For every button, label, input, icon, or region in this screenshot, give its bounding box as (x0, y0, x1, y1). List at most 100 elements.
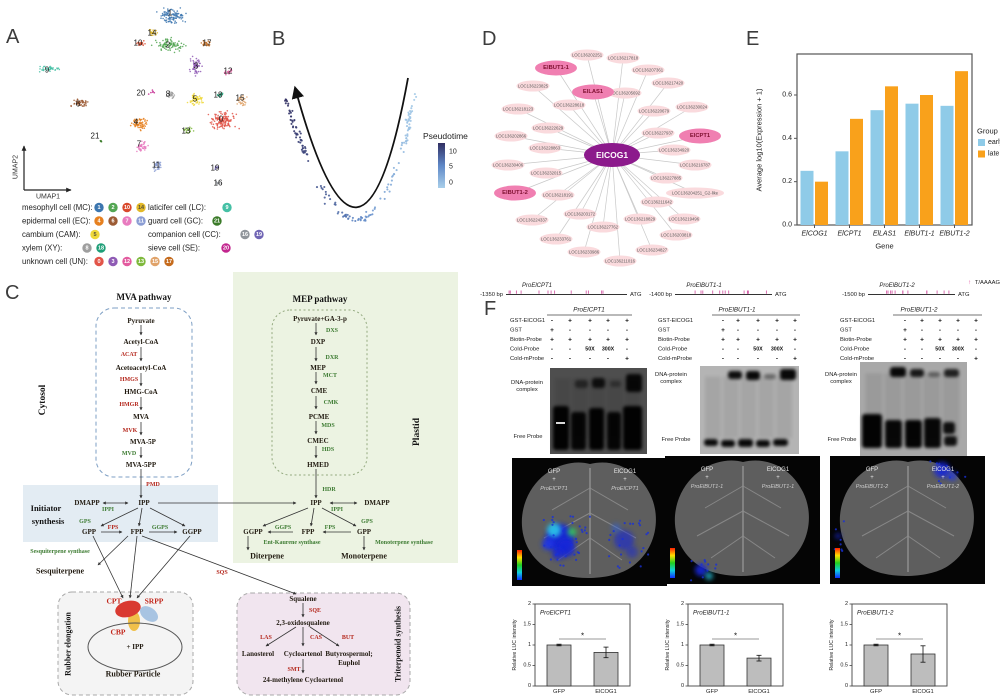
gel-band (756, 440, 770, 447)
luminescence-speck (706, 569, 709, 572)
umap-dot (163, 7, 165, 9)
umap-dot (242, 104, 245, 106)
umap-dot (167, 46, 170, 48)
umap-dot (58, 68, 61, 71)
cell-dot (407, 119, 410, 122)
bar-early (835, 151, 849, 225)
umap-dot (175, 21, 178, 24)
x-category-label: ElCOG1 (801, 231, 827, 238)
pathway-label: SQE (309, 608, 321, 614)
pathway-label: Euphol (338, 659, 360, 667)
luminescence-speck (690, 579, 693, 582)
network-edge (611, 154, 677, 236)
umap-dot (152, 30, 155, 32)
network-edge (583, 154, 613, 253)
pathway-label: GPP (357, 528, 372, 536)
umap-dot (192, 94, 195, 96)
umap-cluster-number: 14 (148, 29, 157, 38)
y-axis-label: Average log10(Expression + 1) (755, 88, 764, 192)
pathway-label: MVD (122, 451, 137, 457)
umap-dot (83, 103, 86, 106)
umap-dot (195, 57, 198, 60)
luminescence-speck (575, 541, 578, 544)
emsa-value: - (921, 356, 923, 363)
pathway-label: Pyruvate (127, 317, 154, 325)
cell-dot (346, 213, 349, 216)
pathway-label: GPP (82, 528, 97, 536)
umap-dot (223, 112, 226, 114)
pathway-label: DXR (326, 355, 340, 361)
luminescence-speck (638, 524, 642, 527)
pathway-label: IPP (138, 499, 150, 507)
umap-dot (165, 48, 167, 51)
umap-dot (176, 43, 178, 46)
gel-band (924, 418, 941, 448)
luminescence-speck (715, 563, 718, 566)
promoter-start-label: -1400 bp (649, 292, 672, 298)
umap-dot (179, 45, 182, 48)
legend-label: mesophyll cell (MC): (22, 203, 93, 212)
luminescence-blob (835, 533, 841, 539)
umap-cluster-7 (136, 140, 149, 153)
umap-dot (141, 127, 144, 129)
umap-cluster-4 (129, 117, 148, 132)
umap-dot (139, 149, 141, 151)
pathway-label: Acetyl-CoA (124, 338, 159, 346)
umap-dot (180, 14, 183, 16)
legend-swatch-number: 0 (97, 259, 100, 265)
pathway-label: Rubber Particle (106, 670, 161, 679)
cell-dot (301, 144, 304, 147)
umap-dot (215, 118, 217, 120)
umap-dot (150, 44, 153, 47)
luc-x-label: GFP (870, 689, 882, 695)
umap-dot (202, 43, 204, 46)
cell-dot (290, 115, 293, 118)
umap-dot (178, 50, 181, 52)
umap-dot (171, 40, 173, 43)
umap-dot (165, 11, 168, 14)
luminescence-speck (618, 544, 621, 547)
cell-dot (390, 179, 393, 182)
umap-dot (217, 94, 219, 97)
umap-dot (216, 128, 219, 130)
cell-dot (407, 114, 410, 117)
umap-dot (169, 94, 172, 96)
luminescence-speck (578, 525, 581, 528)
umap-dot (240, 95, 243, 98)
umap-dot (173, 10, 175, 12)
umap-dot (193, 92, 195, 95)
emsa-probe-name: ProElBUT1-1 (718, 307, 755, 314)
umap-dot (76, 101, 78, 103)
network-node-label: LOC136223825 (518, 84, 549, 89)
umap-dot (219, 96, 221, 98)
emsa-value: + (606, 337, 610, 344)
umap-dot (168, 44, 170, 47)
gel-band (910, 369, 924, 377)
intensity-scalebar (835, 548, 840, 578)
pathway-label: Lanosterol (242, 650, 274, 658)
legend-swatch-number: 16 (242, 232, 248, 238)
emsa-value: + (903, 327, 907, 334)
cell-dot (299, 132, 302, 135)
pathway-label: GGPS (152, 525, 169, 531)
umap-dot (236, 103, 238, 105)
pathway-label: PCME (309, 413, 330, 421)
umap-dot (226, 110, 229, 112)
emsa-value: + (588, 337, 592, 344)
rubber-particle-ellipse (115, 600, 141, 618)
umap-dot (140, 42, 143, 44)
pathway-label: MDS (321, 423, 335, 429)
umap-dot (242, 103, 245, 105)
luminescence-blob (626, 546, 638, 558)
promoter-name: ProElBUT1-1 (686, 283, 721, 289)
umap-dot (218, 116, 221, 119)
emsa-row-label: GST (658, 328, 670, 334)
pathway-label: MVA-5PP (126, 461, 157, 469)
legend-swatch-number: 18 (98, 245, 104, 251)
significance-star: * (734, 632, 737, 641)
umap-dot (189, 126, 191, 128)
umap-dot (216, 183, 218, 185)
umap-dot (176, 15, 178, 17)
umap-cluster-number: 1 (168, 9, 173, 18)
rubber-elongation-box (57, 591, 194, 696)
